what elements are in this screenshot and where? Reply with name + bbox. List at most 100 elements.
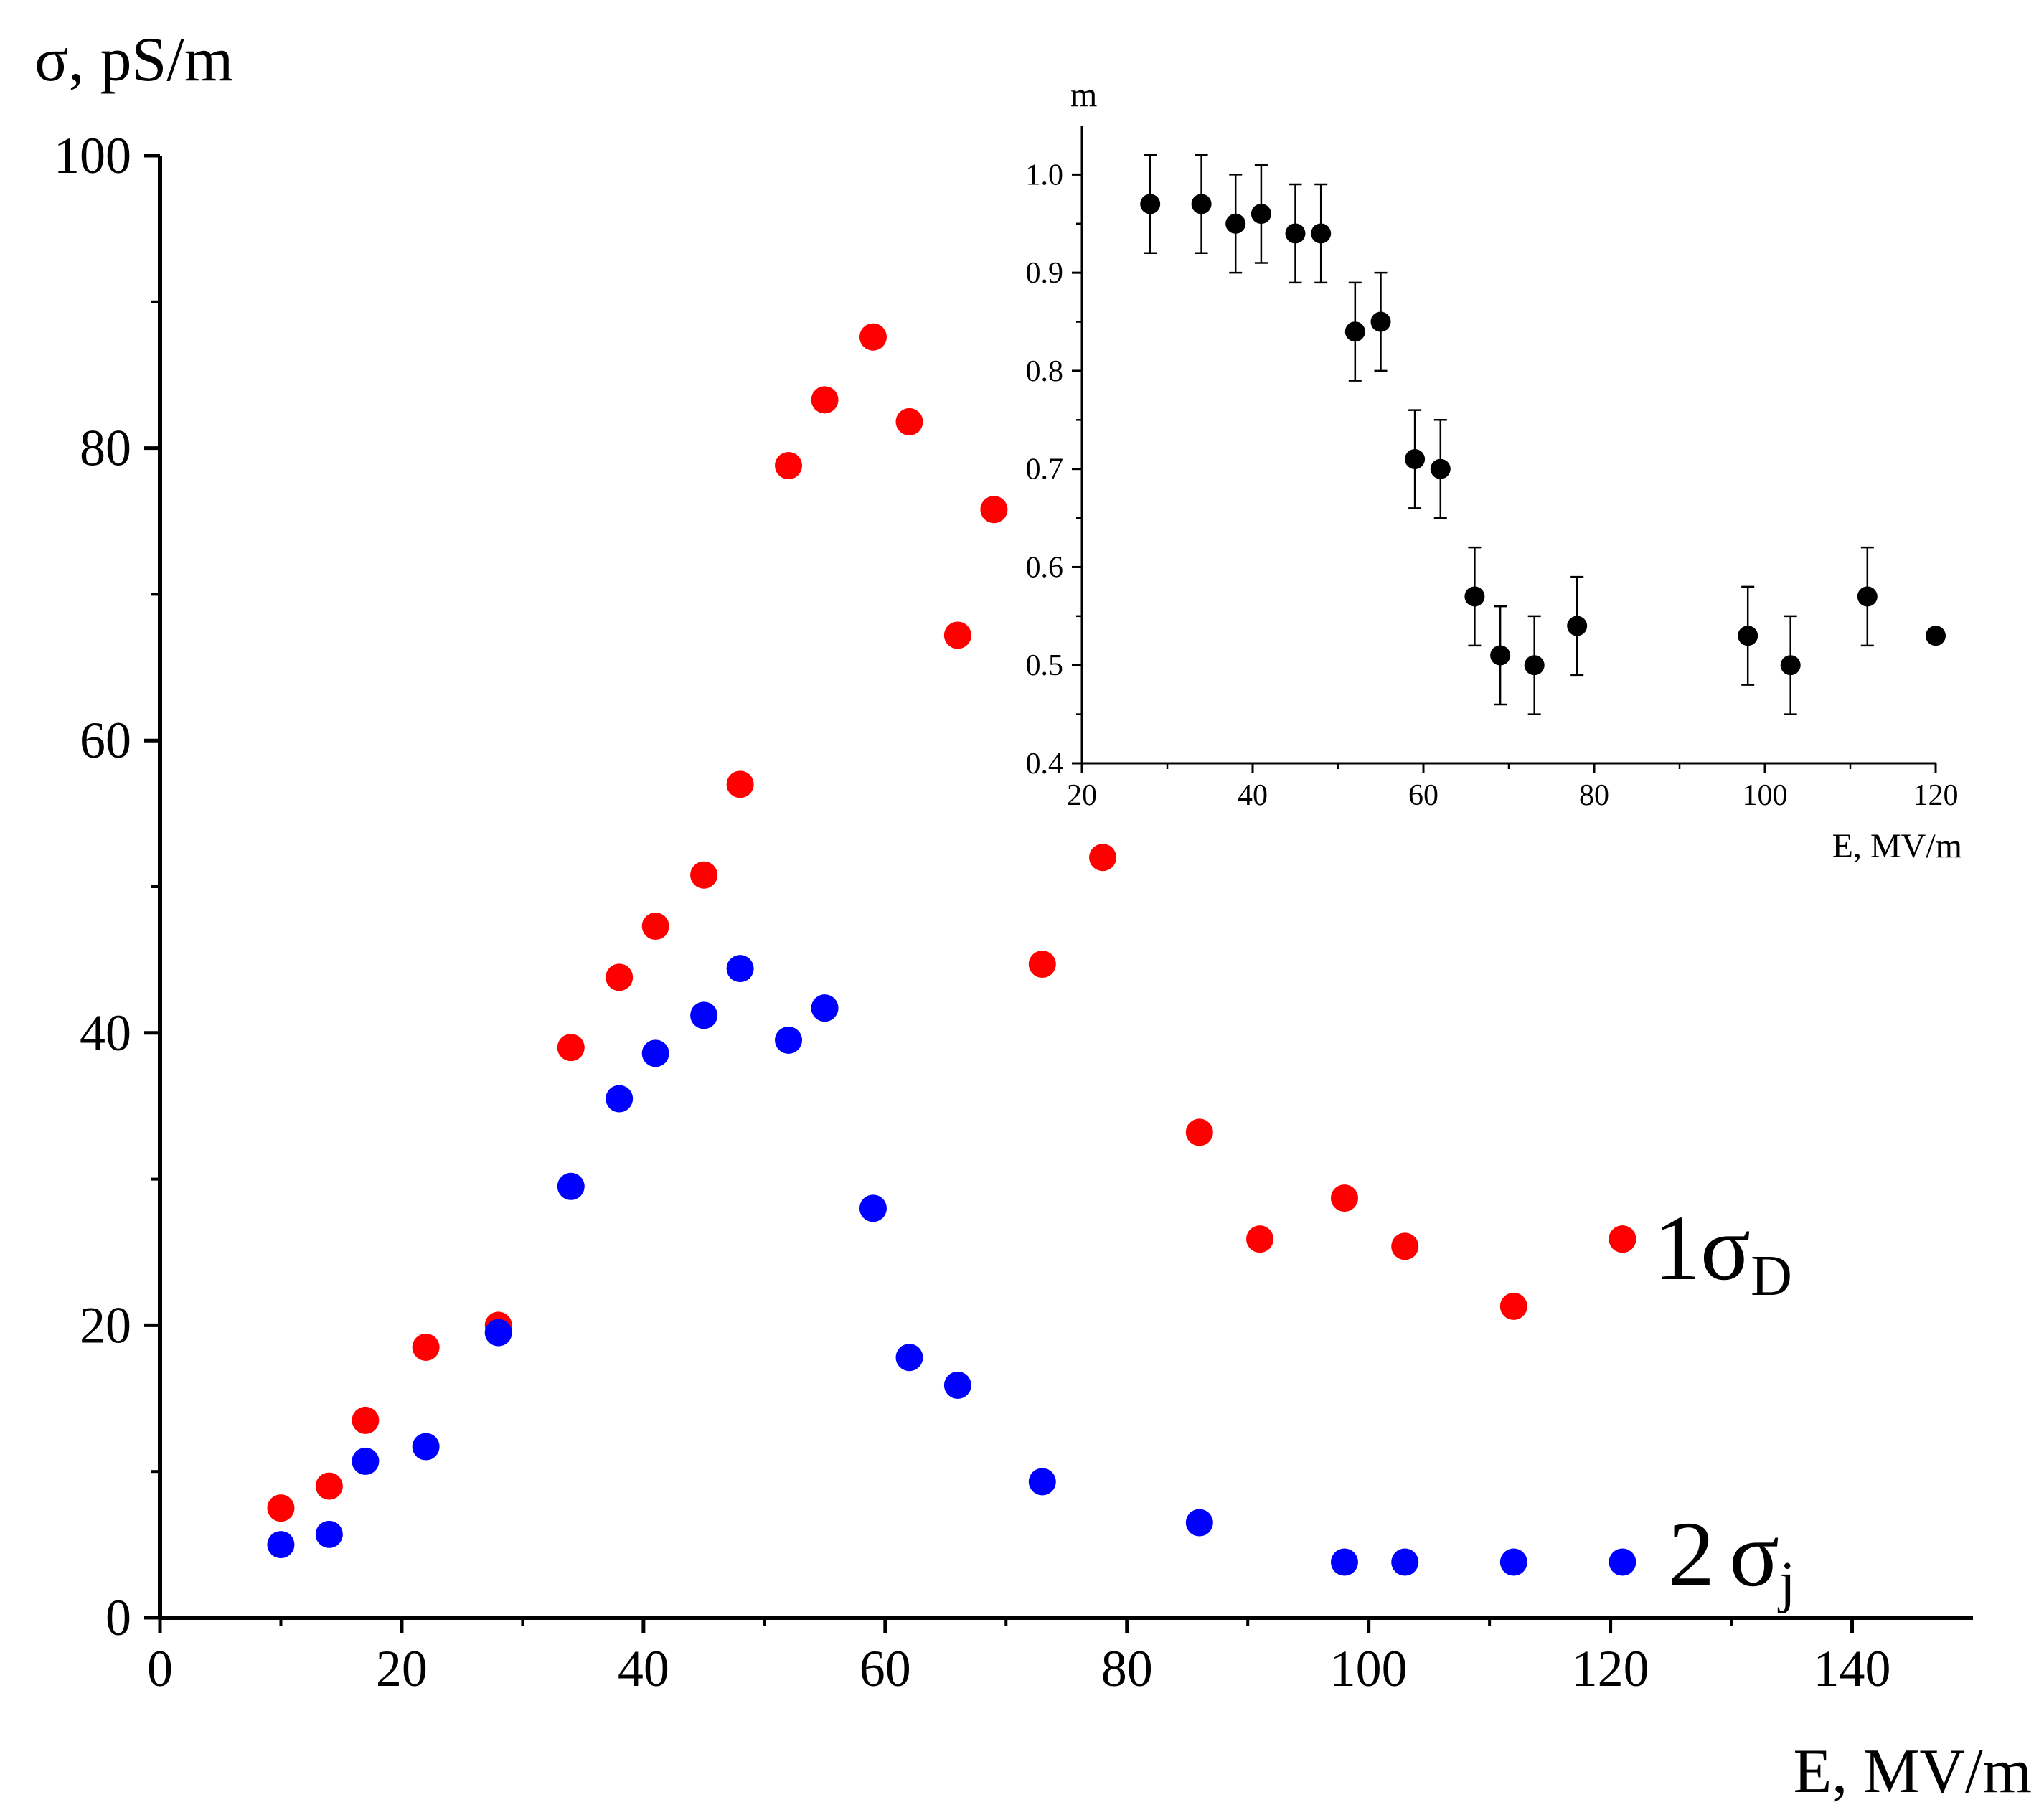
inset-point: [1191, 194, 1212, 214]
inset-point: [1344, 321, 1365, 342]
inset-x-axis-title: E, MV/m: [1832, 827, 1962, 865]
inset-x-tick-label: 100: [1743, 779, 1788, 812]
main-series-1-point: [775, 452, 803, 480]
inset-y-tick-label: 0.7: [1026, 453, 1064, 486]
inset-point: [1251, 204, 1271, 225]
main-y-tick-label: 60: [80, 712, 131, 769]
main-series-1-point: [1246, 1225, 1274, 1253]
inset-x-tick-label: 80: [1579, 779, 1609, 812]
svg-text:2σj: 2 σj: [1668, 1503, 1795, 1614]
inset-point: [1857, 586, 1878, 607]
inset-point: [1225, 213, 1246, 234]
main-series-1-point: [980, 496, 1008, 524]
main-y-axis-title: σ, pS/m: [34, 25, 233, 95]
main-y-tick-label: 0: [105, 1589, 131, 1646]
main-series-1-point: [1391, 1232, 1419, 1260]
inset-point: [1490, 645, 1511, 666]
main-x-tick-label: 100: [1330, 1640, 1408, 1697]
main-series-1-point: [641, 913, 669, 940]
main-y-tick-label: 80: [80, 420, 131, 477]
main-y-tick-label: 20: [80, 1296, 131, 1354]
series-label-2-symbol: σ: [1729, 1503, 1779, 1606]
main-series-1-point: [895, 407, 923, 435]
main-series-1-point: [1330, 1184, 1358, 1212]
inset-y-tick-label: 0.6: [1026, 551, 1064, 584]
inset-y-tick-label: 0.9: [1026, 257, 1064, 290]
main-series-1-point: [1028, 951, 1056, 979]
inset-point: [1524, 655, 1545, 676]
main-chart: 0 20 40 60 80 100 120 140 0 20 40 60 80 100 σ, pS/m E…: [34, 25, 2032, 1806]
main-series-1-point: [859, 323, 887, 351]
main-series-2-point: [1330, 1548, 1358, 1576]
inset-point: [1926, 626, 1946, 646]
main-series-2-point: [315, 1520, 343, 1548]
main-y-tick-label: 100: [54, 127, 131, 184]
series-label-1-subscript: D: [1751, 1245, 1792, 1308]
main-series-2-point: [1028, 1468, 1056, 1496]
inset-point: [1738, 626, 1758, 646]
main-series-1-point: [557, 1034, 585, 1062]
inset-x-tick-label: 120: [1913, 779, 1959, 812]
series-label-1-symbol: σ: [1700, 1197, 1751, 1300]
inset-chart: 20 40 60 80 100 120 0.4 0.5 0.6 0.7 0.8 0.9 1.0 m E,…: [1026, 76, 1980, 865]
inset-point: [1464, 586, 1485, 607]
main-series-2-point: [859, 1194, 887, 1222]
series-label-2: 2 σj: [1668, 1503, 1795, 1614]
inset-point: [1430, 458, 1451, 479]
inset-y-tick-label: 0.8: [1026, 355, 1064, 388]
inset-background: [1076, 100, 1980, 818]
main-series-2-point: [352, 1447, 380, 1475]
inset-ticks: 20 40 60 80 100 120 0.4 0.5 0.6 0.7 0.8 0.9 1.0: [1026, 159, 1959, 812]
inset-point: [1140, 194, 1161, 214]
inset-point: [1567, 616, 1588, 636]
inset-x-tick-label: 20: [1067, 779, 1097, 812]
main-series-2-point: [1185, 1509, 1213, 1537]
inset-y-tick-label: 0.4: [1026, 748, 1064, 781]
main-series-1-point: [726, 770, 754, 798]
main-series-1-point: [1499, 1292, 1527, 1320]
main-series-2-point: [1499, 1548, 1527, 1576]
inset-y-tick-label: 0.5: [1026, 649, 1064, 682]
main-x-tick-label: 140: [1814, 1640, 1891, 1697]
main-series-2-point: [557, 1172, 585, 1200]
inset-x-tick-label: 40: [1238, 779, 1268, 812]
main-series-1-point: [315, 1472, 343, 1500]
main-series-1-point: [1185, 1118, 1213, 1146]
main-x-tick-label: 120: [1572, 1640, 1649, 1697]
main-series-2-point: [1391, 1548, 1419, 1576]
main-series-2-point: [412, 1433, 440, 1461]
inset-x-tick-label: 60: [1408, 779, 1438, 812]
main-series-1-point: [352, 1406, 380, 1434]
main-series-2-point: [1609, 1548, 1636, 1576]
inset-point: [1370, 311, 1391, 332]
main-series-2-point: [775, 1026, 803, 1054]
main-series-2-point: [811, 994, 839, 1022]
main-y-tick-label: 40: [80, 1004, 131, 1062]
series-label-2-subscript: j: [1777, 1551, 1795, 1614]
main-series-1-point: [412, 1333, 440, 1361]
main-series-1-point: [606, 963, 634, 991]
main-x-tick-label: 20: [376, 1640, 428, 1697]
main-series-1-point: [267, 1494, 295, 1522]
main-series-2-point: [726, 955, 754, 983]
main-series-1-point: [690, 861, 718, 889]
svg-text:1σD: 1σD: [1654, 1197, 1792, 1308]
main-series-2-point: [484, 1319, 512, 1347]
main-x-axis-title: E, MV/m: [1794, 1737, 2032, 1806]
series-label-1: 1σD: [1654, 1197, 1792, 1308]
main-ticks: 0 20 40 60 80 100 120 140 0 20 40 60 80 100: [54, 127, 1891, 1697]
inset-points: [1140, 154, 1946, 715]
main-x-tick-label: 80: [1101, 1640, 1153, 1697]
main-points: [267, 323, 1636, 1576]
main-series-2-point: [895, 1344, 923, 1372]
inset-point: [1285, 223, 1306, 244]
main-x-tick-label: 0: [147, 1640, 173, 1697]
series-label-2-number: 2: [1668, 1503, 1715, 1606]
inset-point: [1405, 449, 1426, 470]
main-series-2-point: [943, 1371, 971, 1399]
inset-y-tick-label: 1.0: [1026, 159, 1064, 192]
inset-point: [1311, 223, 1332, 244]
main-series-2-point: [690, 1001, 718, 1029]
main-x-tick-label: 60: [859, 1640, 911, 1697]
